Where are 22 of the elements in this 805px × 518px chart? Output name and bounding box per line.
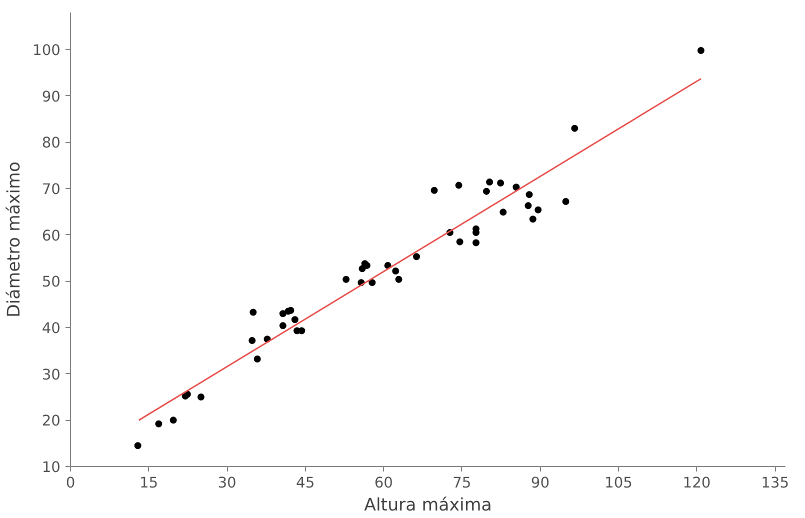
- y-tick-label: 90: [42, 88, 61, 106]
- x-tick-label: 120: [682, 474, 711, 492]
- x-tick-label: 90: [530, 474, 550, 492]
- x-tick-label: 75: [452, 474, 472, 492]
- x-tick-label: 105: [604, 474, 632, 492]
- y-tick-label: 70: [42, 181, 61, 198]
- y-tick-label: 100: [32, 42, 61, 60]
- y-tick-label: 50: [42, 274, 61, 291]
- x-axis-title: Altura máxima: [364, 496, 492, 516]
- x-tick-label: 30: [218, 474, 236, 492]
- y-axis-title: Diámetro máximo: [4, 161, 25, 318]
- y-tick-label: 80: [42, 134, 61, 152]
- x-tick-label: 45: [296, 474, 315, 492]
- y-tick-label: 40: [42, 320, 61, 338]
- x-tick-label: 15: [139, 474, 158, 492]
- y-tick-label: 30: [42, 366, 61, 384]
- y-tick-label: 20: [42, 412, 61, 430]
- y-tick-label: 10: [42, 459, 61, 476]
- y-tick-label: 60: [42, 227, 61, 244]
- x-tick-label: 60: [374, 474, 393, 492]
- x-tick-label: 0: [66, 474, 76, 492]
- x-tick-label: 135: [761, 474, 790, 492]
